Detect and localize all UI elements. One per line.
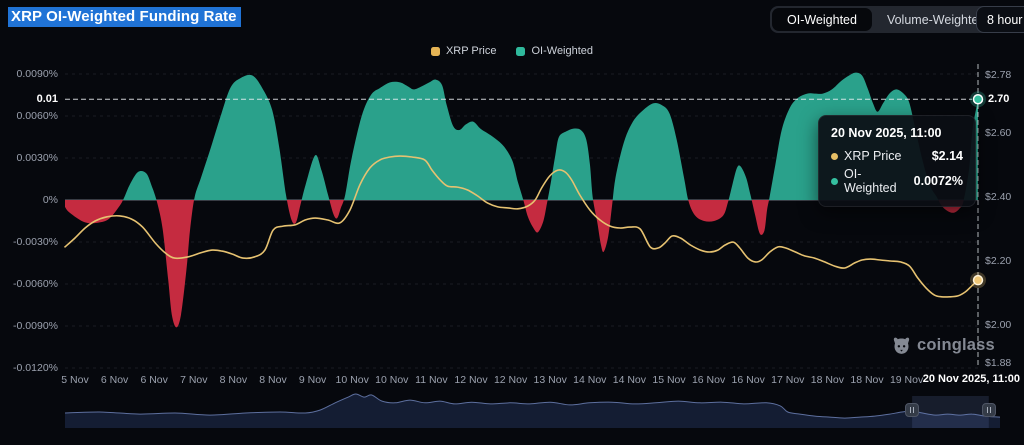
legend-label: OI-Weighted [531, 45, 594, 57]
legend: XRP Price OI-Weighted [0, 45, 1024, 57]
coinglass-watermark-text: coinglass [917, 336, 995, 354]
legend-label: XRP Price [445, 45, 497, 57]
coinglass-logo-icon [893, 337, 910, 354]
crosshair-right-value: 2.70 [988, 93, 1010, 106]
navigator-right-handle[interactable] [981, 403, 996, 417]
coinglass-watermark: coinglass [891, 335, 995, 356]
interval-value: 8 hour [987, 12, 1023, 27]
crosshair-left-value: 0.01 [36, 93, 58, 106]
tab-oi-weighted[interactable]: OI-Weighted [772, 8, 872, 31]
weighting-segmented-control: OI-Weighted Volume-Weighted [770, 6, 1003, 33]
interval-select[interactable]: 8 hour [976, 6, 1024, 33]
legend-item-xrp-price[interactable]: XRP Price [430, 45, 497, 57]
crosshair-date-label: 20 Nov 2025, 11:00 [922, 373, 1020, 385]
navigator-left-handle[interactable] [905, 403, 920, 417]
tab-volume-weighted[interactable]: Volume-Weighted [872, 8, 1000, 31]
xrp-price-swatch-icon [430, 46, 440, 56]
legend-item-oi-weighted[interactable]: OI-Weighted [516, 45, 593, 57]
oi-weighted-swatch-icon [516, 46, 526, 56]
page-title: XRP OI-Weighted Funding Rate [8, 7, 241, 27]
